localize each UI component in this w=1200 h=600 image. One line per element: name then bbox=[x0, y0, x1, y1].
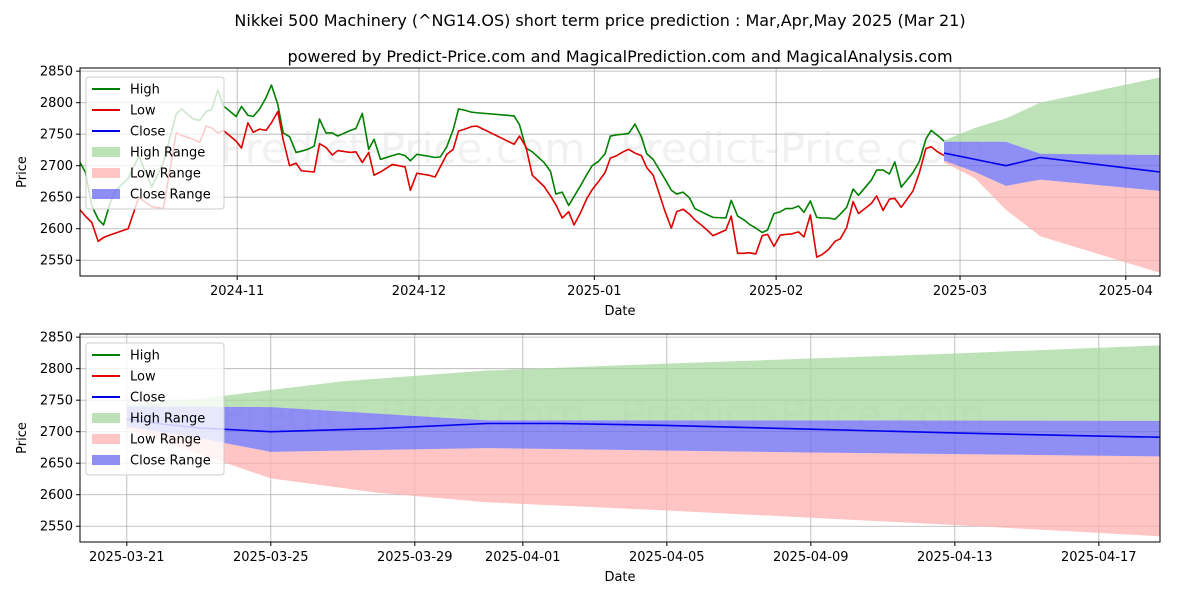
y-tick-label: 2750 bbox=[40, 128, 73, 143]
x-tick-label: 2025-04-13 bbox=[917, 550, 993, 565]
x-tick-label: 2025-03 bbox=[933, 284, 987, 299]
y-tick-label: 2550 bbox=[40, 520, 73, 535]
legend-label: High Range bbox=[130, 412, 205, 427]
x-axis-label: Date bbox=[604, 304, 635, 319]
plot-area bbox=[126, 345, 1160, 537]
y-tick-label: 2600 bbox=[40, 222, 73, 237]
x-tick-label: 2025-03-25 bbox=[233, 550, 309, 565]
legend-label: Low Range bbox=[130, 167, 201, 182]
bottom-chart-panel: Predict-Price.comPredict-Price.com255026… bbox=[15, 331, 1161, 585]
legend-swatch bbox=[92, 413, 120, 423]
y-axis-label: Price bbox=[15, 156, 30, 188]
x-tick-label: 2025-04-05 bbox=[629, 550, 705, 565]
legend-label: Close Range bbox=[130, 188, 211, 203]
chart-title: Nikkei 500 Machinery (^NG14.OS) short te… bbox=[234, 11, 965, 30]
chart-subtitle: powered by Predict-Price.com and Magical… bbox=[287, 47, 952, 66]
y-tick-label: 2700 bbox=[40, 425, 73, 440]
close-range-band bbox=[944, 141, 1160, 191]
high-range-band bbox=[126, 345, 1160, 421]
legend-label: Low bbox=[130, 370, 156, 385]
legend-box bbox=[85, 342, 225, 476]
low-range-band bbox=[944, 160, 1160, 273]
x-tick-label: 2025-03-21 bbox=[89, 550, 165, 565]
axes-frame bbox=[79, 333, 1161, 543]
high-series-line bbox=[80, 84, 945, 234]
x-tick-label: 2025-04-17 bbox=[1061, 550, 1137, 565]
y-tick-label: 2750 bbox=[40, 394, 73, 409]
legend-label: Close Range bbox=[130, 454, 211, 469]
y-axis-label: Price bbox=[15, 422, 30, 454]
legend-label: High bbox=[130, 83, 160, 98]
low-series-line bbox=[80, 110, 945, 258]
watermark: Predict-Price.com bbox=[220, 124, 585, 173]
x-tick-label: 2025-04 bbox=[1099, 284, 1153, 299]
watermark: Predict-Price.com bbox=[620, 124, 985, 173]
high-range-band bbox=[944, 77, 1160, 155]
y-tick-label: 2600 bbox=[40, 488, 73, 503]
x-tick-label: 2025-01 bbox=[567, 284, 621, 299]
y-tick-label: 2850 bbox=[40, 65, 73, 80]
axes-frame bbox=[79, 67, 1161, 277]
top-chart-panel: Predict-Price.com Predict-Price.com 2550 26… bbox=[15, 65, 1161, 319]
legend-label: Low Range bbox=[130, 433, 201, 448]
y-tick-label: 2550 bbox=[40, 254, 73, 269]
x-tick-label: 2025-04-01 bbox=[485, 550, 561, 565]
x-tick-label: 2024-11 bbox=[210, 284, 264, 299]
legend: High Low Close High Range Low Range Close Ran… bbox=[85, 342, 225, 476]
x-tick-label: 2025-02 bbox=[749, 284, 803, 299]
legend-label: Low bbox=[130, 104, 156, 119]
legend-box bbox=[85, 76, 225, 210]
legend-label: High bbox=[130, 349, 160, 364]
plot-area bbox=[80, 77, 1160, 273]
close-series-line bbox=[943, 152, 1160, 173]
legend: High Low Close High Range Low Range Close Ran… bbox=[85, 76, 225, 210]
legend-label: Close bbox=[130, 125, 165, 140]
x-tick-label: 2025-03-29 bbox=[377, 550, 453, 565]
y-tick-label: 2650 bbox=[40, 191, 73, 206]
y-tick-label: 2800 bbox=[40, 96, 73, 111]
close-range-band bbox=[126, 406, 1160, 457]
y-tick-label: 2700 bbox=[40, 159, 73, 174]
x-tick-label: 2025-04-09 bbox=[773, 550, 849, 565]
y-tick-label: 2850 bbox=[40, 331, 73, 346]
legend-swatch bbox=[92, 189, 120, 199]
x-axis-label: Date bbox=[604, 570, 635, 585]
low-range-band bbox=[126, 426, 1160, 537]
y-tick-label: 2800 bbox=[40, 362, 73, 377]
y-tick-label: 2650 bbox=[40, 457, 73, 472]
legend-label: High Range bbox=[130, 146, 205, 161]
legend-swatch bbox=[92, 147, 120, 157]
legend-swatch bbox=[92, 455, 120, 465]
x-tick-label: 2024-12 bbox=[392, 284, 446, 299]
legend-label: Close bbox=[130, 391, 165, 406]
legend-swatch bbox=[92, 434, 120, 444]
legend-swatch bbox=[92, 168, 120, 178]
